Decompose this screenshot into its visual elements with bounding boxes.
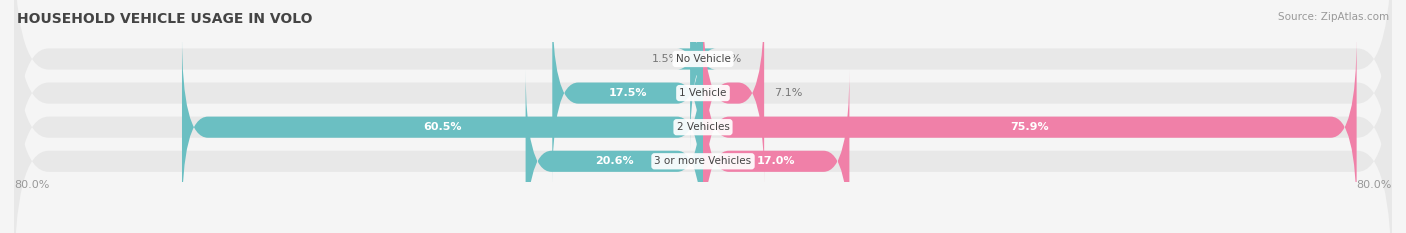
FancyBboxPatch shape — [14, 0, 1392, 185]
Text: 0.0%: 0.0% — [713, 54, 741, 64]
Text: 7.1%: 7.1% — [775, 88, 803, 98]
Legend: Owner-occupied, Renter-occupied: Owner-occupied, Renter-occupied — [582, 230, 824, 233]
FancyBboxPatch shape — [678, 0, 716, 151]
FancyBboxPatch shape — [703, 1, 763, 185]
Text: 20.6%: 20.6% — [595, 156, 634, 166]
FancyBboxPatch shape — [703, 70, 849, 233]
FancyBboxPatch shape — [703, 35, 1357, 219]
FancyBboxPatch shape — [181, 35, 703, 219]
FancyBboxPatch shape — [526, 70, 703, 233]
Text: 80.0%: 80.0% — [1357, 180, 1392, 190]
Text: 17.5%: 17.5% — [609, 88, 647, 98]
Text: 80.0%: 80.0% — [14, 180, 49, 190]
Text: 1 Vehicle: 1 Vehicle — [679, 88, 727, 98]
FancyBboxPatch shape — [14, 0, 1392, 219]
FancyBboxPatch shape — [553, 1, 703, 185]
FancyBboxPatch shape — [14, 35, 1392, 233]
FancyBboxPatch shape — [14, 1, 1392, 233]
Text: 2 Vehicles: 2 Vehicles — [676, 122, 730, 132]
Text: Source: ZipAtlas.com: Source: ZipAtlas.com — [1278, 12, 1389, 22]
Text: 17.0%: 17.0% — [756, 156, 796, 166]
Text: 1.5%: 1.5% — [651, 54, 679, 64]
Text: No Vehicle: No Vehicle — [675, 54, 731, 64]
Text: 60.5%: 60.5% — [423, 122, 461, 132]
Text: 3 or more Vehicles: 3 or more Vehicles — [654, 156, 752, 166]
Text: 75.9%: 75.9% — [1011, 122, 1049, 132]
Text: HOUSEHOLD VEHICLE USAGE IN VOLO: HOUSEHOLD VEHICLE USAGE IN VOLO — [17, 12, 312, 26]
